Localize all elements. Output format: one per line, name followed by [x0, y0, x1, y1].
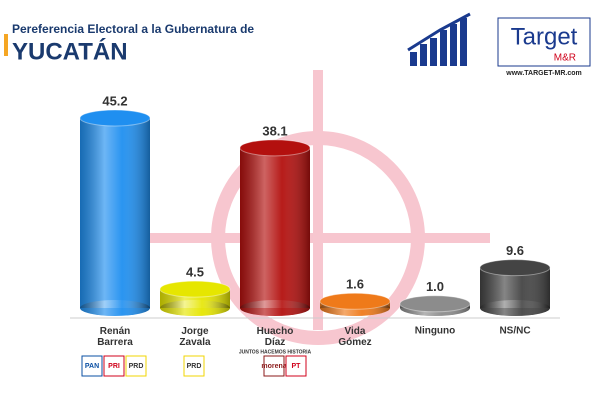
bar-shine — [80, 118, 150, 308]
x-tick-label: Vida Gómez — [338, 326, 371, 348]
bar-top — [159, 280, 231, 298]
value-label: 1.0 — [426, 279, 444, 294]
title-accent — [4, 34, 8, 56]
value-label: 1.6 — [346, 277, 364, 292]
brand-box — [497, 17, 591, 67]
value-label: 9.6 — [506, 243, 524, 258]
logo-text: PAN — [85, 363, 99, 370]
logo-text: JUNTOS HACEMOS HISTORIA — [239, 349, 312, 355]
bar — [79, 109, 151, 316]
bar-top — [479, 259, 551, 277]
bar-shine-bottom — [240, 300, 310, 316]
bar-top — [239, 139, 311, 157]
bar — [159, 280, 231, 316]
x-tick-label: Ninguno — [415, 326, 456, 337]
chart-subtitle: YUCATÁN — [12, 37, 128, 65]
bar-shine — [240, 147, 310, 308]
bar-shine-bottom — [480, 300, 550, 316]
party-logo — [125, 355, 147, 377]
value-label: 4.5 — [186, 265, 204, 280]
bar — [399, 295, 471, 316]
target-background — [150, 70, 490, 345]
x-tick-label: Renán Barrera — [97, 326, 133, 348]
logo-text: PRD — [187, 363, 202, 370]
x-tick-label: Jorge Zavala — [179, 326, 211, 348]
bar — [479, 259, 551, 316]
party-logo — [103, 355, 125, 377]
brand-name: Target — [511, 23, 578, 50]
logo-text: PRI — [108, 363, 120, 370]
party-logo — [285, 355, 307, 377]
brand-icon — [407, 12, 471, 66]
logo-text: PRD — [129, 363, 144, 370]
brand-url: www.TARGET-MR.com — [505, 70, 581, 77]
chart-title: Pereferencia Electoral a la Gubernatura … — [12, 22, 254, 36]
party-logo — [263, 355, 285, 377]
value-label: 45.2 — [102, 93, 127, 108]
bar-shine-bottom — [80, 300, 150, 316]
bar — [239, 139, 311, 316]
bar-top — [399, 295, 471, 313]
party-logo — [81, 355, 103, 377]
x-tick-label: NS/NC — [499, 326, 530, 337]
logo-text: PT — [292, 363, 302, 370]
bar — [319, 292, 391, 316]
brand-sub: M&R — [554, 53, 576, 64]
x-tick-label: Huacho Díaz — [257, 326, 294, 348]
bar-shine-bottom — [160, 300, 230, 316]
party-logo — [183, 355, 205, 377]
bar-top — [319, 292, 391, 310]
value-label: 38.1 — [262, 123, 287, 138]
logo-text: morena — [261, 363, 286, 370]
bar-top — [79, 109, 151, 127]
